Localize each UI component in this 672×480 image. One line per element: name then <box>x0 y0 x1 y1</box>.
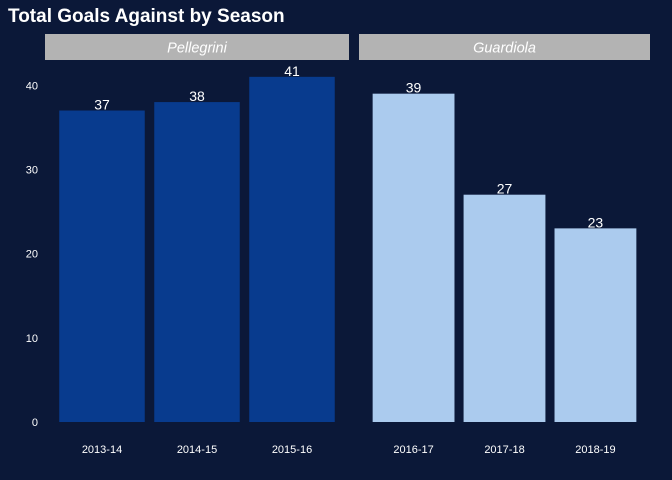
facet-panel-guardiola: Guardiola 39 2016-17 27 2017-18 23 2018-19 <box>359 34 650 456</box>
bar-value-label: 41 <box>284 63 300 79</box>
y-tick-label: 10 <box>26 333 38 345</box>
bar-2016-17 <box>372 93 455 423</box>
bar-value-label: 27 <box>497 181 513 197</box>
x-tick-label: 2018-19 <box>575 444 615 456</box>
bar-value-label: 39 <box>406 80 422 96</box>
bar-2017-18 <box>463 194 546 422</box>
x-tick-label: 2017-18 <box>484 444 524 456</box>
x-tick-label: 2016-17 <box>393 444 433 456</box>
facet-strip <box>359 34 650 60</box>
chart-title: Total Goals Against by Season <box>8 6 285 27</box>
facet-panels: Pellegrini 37 2013-14 38 2014-15 41 2015-16 Gua… <box>45 34 650 456</box>
y-tick-label: 0 <box>32 417 38 429</box>
x-tick-label: 2014-15 <box>177 444 217 456</box>
y-axis: 0 10 20 30 40 <box>26 80 38 429</box>
facet-strip-label: Pellegrini <box>167 41 227 57</box>
x-tick-label: 2015-16 <box>272 444 312 456</box>
facet-strip <box>45 34 349 60</box>
y-tick-label: 20 <box>26 249 38 261</box>
bar-value-label: 37 <box>94 97 110 113</box>
x-tick-label: 2013-14 <box>82 444 122 456</box>
bar-value-label: 23 <box>588 214 604 230</box>
bar-2013-14 <box>59 110 145 422</box>
bar-2014-15 <box>154 102 240 423</box>
y-tick-label: 40 <box>26 80 38 92</box>
bar-2018-19 <box>554 228 637 422</box>
bar-value-label: 38 <box>189 88 205 104</box>
y-tick-label: 30 <box>26 164 38 176</box>
bar-2015-16 <box>249 76 335 422</box>
facet-panel-pellegrini: Pellegrini 37 2013-14 38 2014-15 41 2015-16 <box>45 34 349 456</box>
facet-strip-label: Guardiola <box>473 41 536 57</box>
